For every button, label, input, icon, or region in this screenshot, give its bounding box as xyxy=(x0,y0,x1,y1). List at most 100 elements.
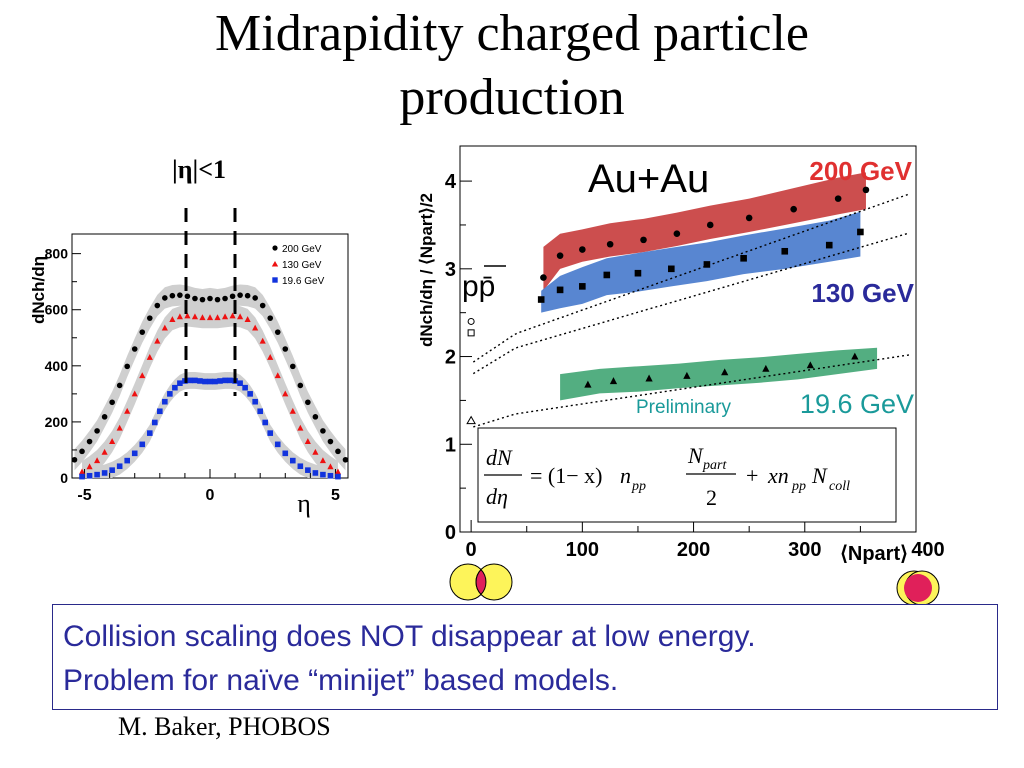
point-130GeV xyxy=(161,324,168,331)
point-200GeV xyxy=(237,292,243,298)
point-196GeV xyxy=(79,473,85,480)
formula-frame xyxy=(477,427,897,523)
point-196GeV xyxy=(237,380,243,387)
xtick-label-100: 100 xyxy=(566,539,599,561)
legend-label-130: 130 GeV xyxy=(282,260,322,271)
point-200GeV xyxy=(162,295,168,301)
point-130GeV xyxy=(267,354,274,360)
legend-marker-130 xyxy=(271,261,279,267)
point-200GeV xyxy=(862,186,870,194)
point-196GeV xyxy=(172,384,178,391)
peripheral-collision-icon xyxy=(449,563,513,601)
point-196GeV xyxy=(274,441,281,448)
ytick-label-200: 200 xyxy=(45,414,69,430)
legend-marker-19 xyxy=(272,277,278,283)
point-200GeV xyxy=(342,456,349,463)
point-ppbar xyxy=(467,329,475,337)
point-200GeV xyxy=(199,296,206,303)
point-196GeV xyxy=(252,398,258,405)
point-200GeV xyxy=(146,315,153,321)
point-196GeV xyxy=(131,450,138,457)
point-130GeV xyxy=(109,438,116,445)
band-130GeV xyxy=(541,211,861,313)
point-130GeV xyxy=(282,390,289,397)
right-fit-curves xyxy=(472,193,910,428)
point-196GeV xyxy=(305,467,311,473)
point-200GeV xyxy=(94,428,100,434)
svg-text:N: N xyxy=(687,443,704,468)
svg-text:coll: coll xyxy=(829,479,850,494)
point-196GeV xyxy=(146,430,153,436)
preliminary-label: Preliminary xyxy=(636,397,732,418)
point-200GeV xyxy=(124,363,130,370)
formula: dN dη = (1− x) n pp N part 2 + xn pp N c… xyxy=(484,443,850,510)
point-196GeV xyxy=(290,457,296,464)
point-130GeV xyxy=(537,296,545,303)
point-130GeV xyxy=(825,241,833,249)
point-196GeV xyxy=(762,364,770,372)
xtick-label-0: 0 xyxy=(206,487,215,504)
point-130GeV xyxy=(327,463,334,470)
point-200GeV xyxy=(267,315,274,321)
point-200GeV xyxy=(320,428,326,434)
series-label-200: 200 GeV xyxy=(809,156,912,186)
point-200GeV xyxy=(790,205,797,213)
svg-text:+: + xyxy=(746,463,758,488)
point-196GeV xyxy=(227,377,233,384)
svg-text:2: 2 xyxy=(706,485,717,510)
right-chart: 0 1 2 3 4 0 100 200 300 400 Au+Au 200 GeV 130 GeV… xyxy=(417,145,945,565)
fit-curve-2 xyxy=(473,354,910,428)
point-130GeV xyxy=(131,390,138,397)
point-196GeV xyxy=(86,472,93,479)
title-line-2: production xyxy=(399,69,625,126)
point-196GeV xyxy=(297,463,304,470)
point-200GeV xyxy=(274,329,281,335)
point-130GeV xyxy=(154,337,161,344)
left-points xyxy=(71,292,349,480)
point-130GeV xyxy=(184,312,191,319)
slide-title: Midrapidity charged particle production xyxy=(0,2,1024,130)
point-130GeV xyxy=(237,313,244,320)
point-200GeV xyxy=(154,302,161,309)
ytick-label-2: 2 xyxy=(445,347,456,369)
ytick-label-1: 1 xyxy=(445,434,456,456)
point-200GeV xyxy=(335,448,341,455)
point-130GeV xyxy=(252,324,259,331)
point-130GeV xyxy=(191,313,199,320)
point-200GeV xyxy=(79,448,85,455)
point-130GeV xyxy=(603,271,611,279)
point-196GeV xyxy=(101,470,108,476)
point-200GeV xyxy=(252,295,258,301)
point-200GeV xyxy=(305,399,311,406)
point-130GeV xyxy=(244,316,251,323)
point-200GeV xyxy=(177,292,183,298)
point-196GeV xyxy=(207,378,213,385)
point-200GeV xyxy=(229,293,236,300)
point-200GeV xyxy=(116,382,123,389)
point-200GeV xyxy=(101,414,108,420)
point-130GeV xyxy=(139,372,146,379)
ytick-label-0: 0 xyxy=(445,522,456,544)
point-200GeV xyxy=(184,293,191,300)
ppbar-label: pp̄ xyxy=(462,270,495,303)
point-196GeV xyxy=(242,384,248,391)
xtick-label--5: -5 xyxy=(77,487,91,504)
point-130GeV xyxy=(634,269,642,277)
point-200GeV xyxy=(259,302,266,309)
ytick-label-0: 0 xyxy=(60,470,68,486)
point-196GeV xyxy=(806,361,814,369)
right-axes: 0 1 2 3 4 0 100 200 300 400 xyxy=(445,171,945,561)
eta-cut-label: |η|<1 xyxy=(172,155,227,184)
ytick-label-600: 600 xyxy=(45,302,69,318)
point-200GeV xyxy=(540,274,547,281)
point-130GeV xyxy=(319,457,326,464)
point-130GeV xyxy=(169,316,176,323)
ytick-label-4: 4 xyxy=(445,171,457,193)
point-196GeV xyxy=(177,380,183,387)
point-130GeV xyxy=(259,337,266,344)
right-ylabel: dNch/dη / ⟨Npart⟩/2 xyxy=(417,193,436,347)
point-130GeV xyxy=(740,254,747,262)
right-xlabel: ⟨Npart⟩ xyxy=(840,543,908,565)
band-196GeV xyxy=(82,371,338,478)
point-196GeV xyxy=(584,380,592,388)
